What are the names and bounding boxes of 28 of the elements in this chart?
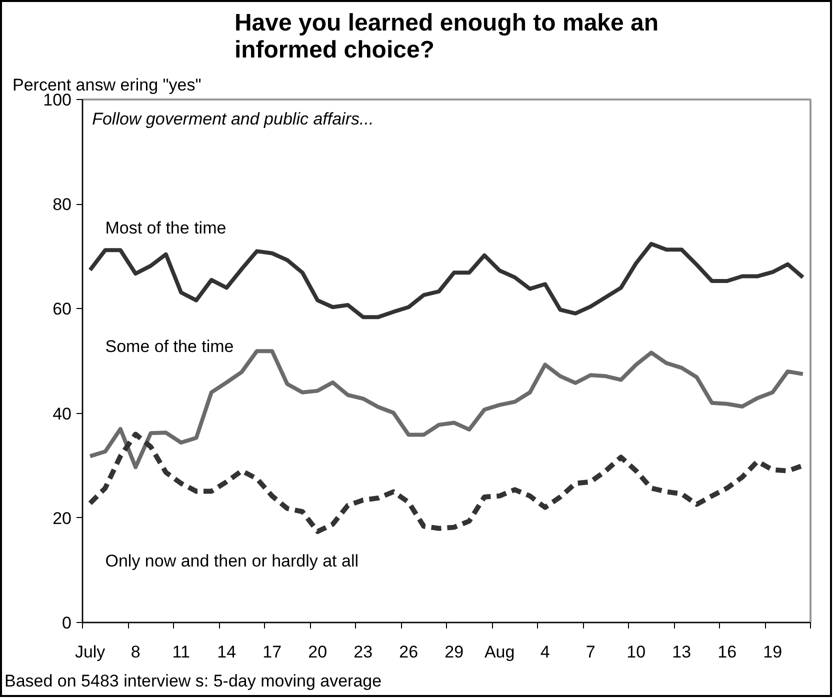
x-tick-label: 8 (130, 642, 140, 662)
x-tick-label: 26 (399, 642, 418, 662)
x-tick-label: Aug (484, 642, 515, 662)
y-tick-label: 60 (52, 300, 72, 319)
annotation: Follow goverment and public affairs... (92, 110, 374, 128)
x-tick-label: 13 (672, 642, 692, 662)
x-tick-label: 11 (172, 642, 190, 662)
y-tick-label: 80 (52, 195, 72, 214)
chart-title: Have you learned enough to make an informed choice? (234, 10, 659, 64)
y-tick-label: 40 (52, 404, 72, 424)
line-series (88, 242, 805, 320)
y-tick-label: 0 (62, 614, 72, 632)
x-tick-label: 19 (763, 642, 782, 662)
x-tick-label: 7 (586, 642, 596, 662)
x-tick-label: 14 (217, 642, 236, 662)
series-label: Most of the time (105, 218, 226, 238)
series-label: Some of the time (105, 336, 234, 356)
x-tick-label: 4 (540, 642, 550, 662)
text: Only now and then or hardly at all (105, 551, 359, 570)
x-tick-label: 20 (308, 642, 328, 662)
text: Based on 5483 interview s: 5-day moving average (4, 672, 382, 690)
x-tick-label: 29 (444, 642, 464, 662)
x-tick-label: 23 (354, 642, 373, 662)
x-tick-label: 17 (262, 642, 282, 662)
x-tick-label: 10 (626, 642, 646, 662)
y-tick-label: 20 (52, 508, 72, 528)
x-tick-label: 16 (718, 642, 737, 662)
x-tick-label: July (74, 642, 106, 662)
